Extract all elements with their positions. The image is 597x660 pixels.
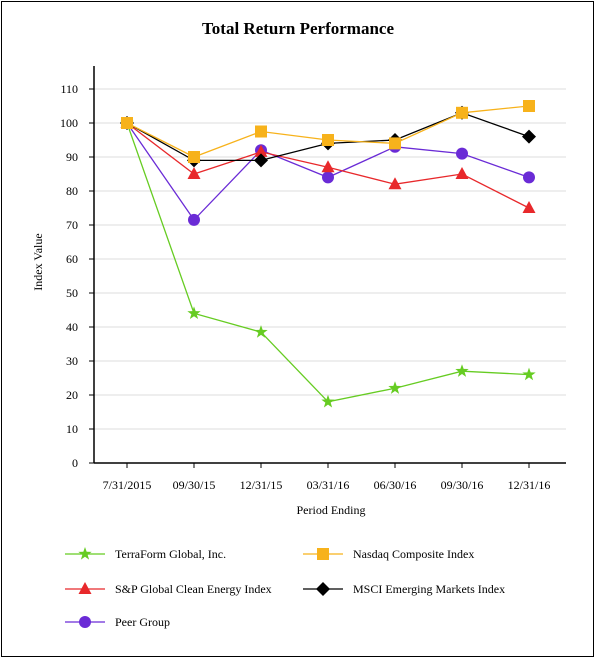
x-tick-label: 12/31/16: [508, 478, 551, 492]
y-tick-label: 30: [66, 354, 78, 368]
legend-label: MSCI Emerging Markets Index: [353, 582, 505, 596]
data-point: [388, 381, 402, 394]
legend-marker: [317, 548, 329, 560]
y-tick-label: 100: [60, 116, 78, 130]
data-point: [388, 177, 402, 190]
data-point: [455, 167, 469, 179]
x-tick-label: 7/31/2015: [103, 478, 152, 492]
data-point: [187, 306, 201, 320]
legend-label: Peer Group: [115, 615, 170, 629]
data-point: [187, 167, 201, 179]
legend-item: Peer Group: [65, 615, 170, 629]
y-tick-label: 110: [60, 82, 78, 96]
x-tick-label: 06/30/16: [374, 478, 417, 492]
data-point: [522, 201, 536, 213]
y-tick-label: 0: [72, 456, 78, 470]
series-triangle: [120, 116, 536, 213]
series-square: [121, 100, 535, 163]
data-point: [321, 394, 335, 408]
data-point: [389, 137, 401, 150]
data-point: [255, 125, 267, 138]
data-point: [322, 171, 334, 184]
legend: TerraForm Global, Inc. Nasdaq Composite I…: [65, 547, 505, 629]
legend-marker: [79, 616, 91, 628]
data-point: [522, 129, 536, 144]
x-tick-label: 09/30/15: [173, 478, 216, 492]
data-point: [254, 144, 268, 157]
y-tick-label: 50: [66, 286, 78, 300]
data-point: [188, 151, 200, 163]
x-axis-label: Period Ending: [297, 503, 366, 517]
data-point: [455, 364, 469, 377]
legend-marker: [316, 582, 330, 596]
data-point: [456, 147, 468, 160]
legend-label: S&P Global Clean Energy Index: [115, 582, 272, 596]
data-point: [322, 134, 334, 146]
y-tick-label: 80: [66, 184, 78, 198]
x-tick-label: 12/31/15: [240, 478, 283, 492]
y-tick-label: 40: [66, 320, 78, 334]
y-tick-label: 10: [66, 422, 78, 436]
y-tick-label: 70: [66, 218, 78, 232]
data-point: [188, 213, 200, 226]
data-point: [121, 117, 133, 129]
axes: [89, 66, 566, 468]
x-tick-labels: 7/31/2015 09/30/15 12/31/15 03/31/16 06/30/1…: [103, 478, 551, 492]
legend-label: TerraForm Global, Inc.: [115, 547, 226, 561]
y-axis-label: Index Value: [31, 233, 45, 290]
y-tick-label: 90: [66, 150, 78, 164]
y-tick-label: 20: [66, 388, 78, 402]
data-point: [522, 367, 536, 381]
legend-marker: [78, 547, 92, 560]
legend-marker: [78, 582, 92, 594]
legend-item: TerraForm Global, Inc.: [65, 547, 226, 561]
data-point: [254, 153, 268, 168]
data-point: [321, 160, 335, 173]
series-star: [120, 116, 536, 408]
legend-item: MSCI Emerging Markets Index: [303, 582, 505, 596]
data-point: [254, 325, 268, 338]
legend-label: Nasdaq Composite Index: [353, 547, 474, 561]
legend-item: S&P Global Clean Energy Index: [65, 582, 272, 596]
x-tick-label: 09/30/16: [441, 478, 484, 492]
y-tick-labels: 0 10 20 30 40 50 60 70 80 90 100 110: [60, 82, 78, 470]
series-layer: [120, 100, 536, 408]
data-point: [456, 106, 468, 119]
y-tick-label: 60: [66, 252, 78, 266]
legend-item: Nasdaq Composite Index: [303, 547, 474, 561]
chart-title: Total Return Performance: [202, 19, 394, 38]
data-point: [523, 100, 535, 112]
x-tick-label: 03/31/16: [307, 478, 350, 492]
data-point: [523, 171, 535, 184]
